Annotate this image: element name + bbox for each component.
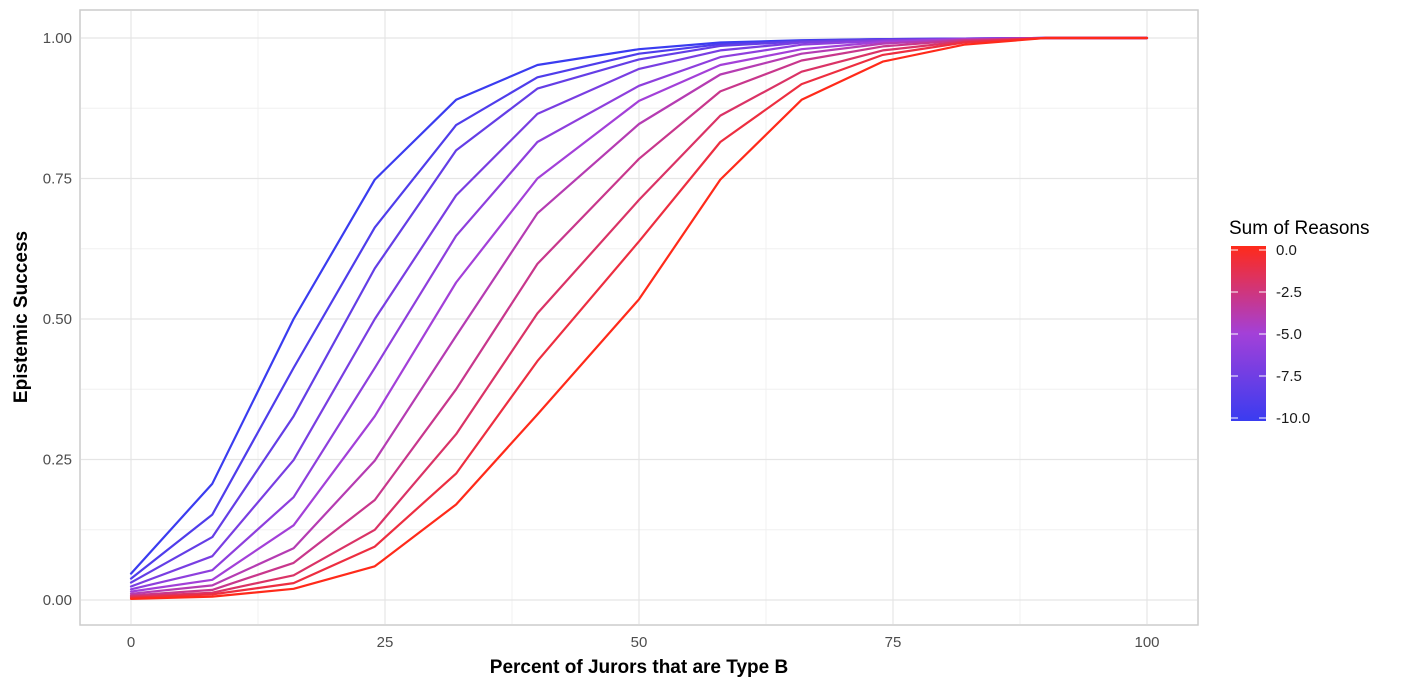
plot-panel-border [79,9,1199,626]
x-tick-label: 0 [127,634,135,651]
grid [81,11,1197,624]
x-tick-label: 25 [377,634,394,651]
y-axis-ticks: 0.00 0.25 0.50 0.75 1.00 [43,30,72,609]
legend: Sum of Reasons 0.0 -2.5 -5.0 -7.5 -10.0 [1229,218,1369,427]
y-tick-label: 0.00 [43,592,72,609]
x-tick-label: 100 [1134,634,1159,651]
y-tick-label: 0.50 [43,311,72,328]
legend-tick-label: -2.5 [1276,284,1302,301]
y-tick-label: 1.00 [43,30,72,47]
legend-tick-label: 0.0 [1276,242,1297,259]
series-line [129,36,1149,599]
x-axis-title: Percent of Jurors that are Type B [490,657,788,678]
legend-title: Sum of Reasons [1229,218,1369,239]
legend-ticks: 0.0 -2.5 -5.0 -7.5 -10.0 [1231,242,1310,427]
legend-tick-label: -5.0 [1276,326,1302,343]
y-tick-label: 0.25 [43,452,72,469]
legend-tick-label: -10.0 [1276,410,1310,427]
y-tick-label: 0.75 [43,171,72,188]
series-line [129,36,1149,601]
x-axis-ticks: 0 25 50 75 100 [127,634,1160,651]
y-axis-title: Epistemic Success [11,231,32,403]
legend-tick-label: -7.5 [1276,368,1302,385]
x-tick-label: 50 [631,634,648,651]
series-lines [129,36,1149,601]
x-tick-label: 75 [885,634,902,651]
series-line [129,36,1149,597]
